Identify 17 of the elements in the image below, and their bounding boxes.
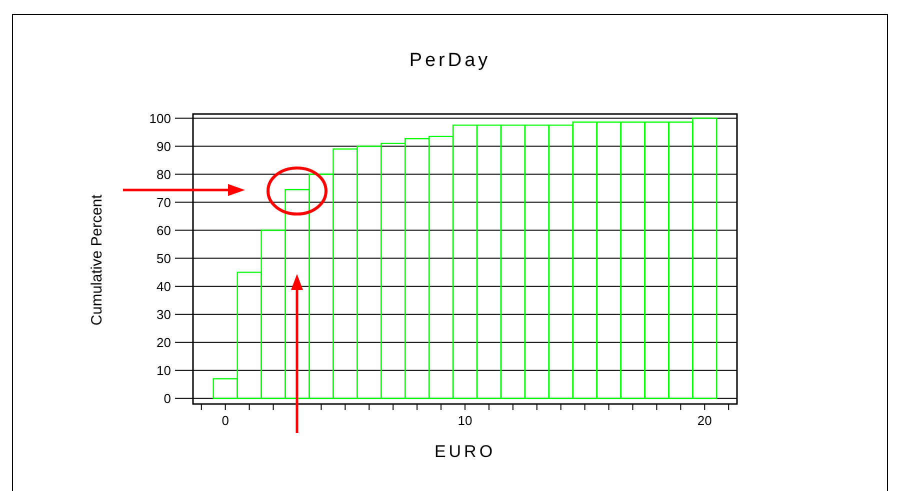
y-tick-label: 60 xyxy=(156,222,171,238)
y-tick-label: 40 xyxy=(156,278,171,294)
x-tick-label: 10 xyxy=(458,413,472,428)
y-tick-label: 50 xyxy=(156,250,171,266)
y-tick-label: 0 xyxy=(164,391,171,406)
y-tick-label: 30 xyxy=(156,306,171,322)
x-axis-title: EURO xyxy=(433,442,497,462)
y-tick-label: 10 xyxy=(156,362,171,378)
x-tick-label: 20 xyxy=(697,413,712,428)
x-tick-label: 0 xyxy=(222,413,229,428)
y-tick-label: 20 xyxy=(156,334,171,350)
y-axis-title: Cumulative Percent xyxy=(88,194,106,326)
y-tick-label: 70 xyxy=(156,194,171,210)
chart-title: PerDay xyxy=(408,50,492,72)
y-tick-label: 80 xyxy=(156,166,171,182)
y-tick-label: 90 xyxy=(156,138,171,154)
y-tick-label: 100 xyxy=(149,110,171,126)
